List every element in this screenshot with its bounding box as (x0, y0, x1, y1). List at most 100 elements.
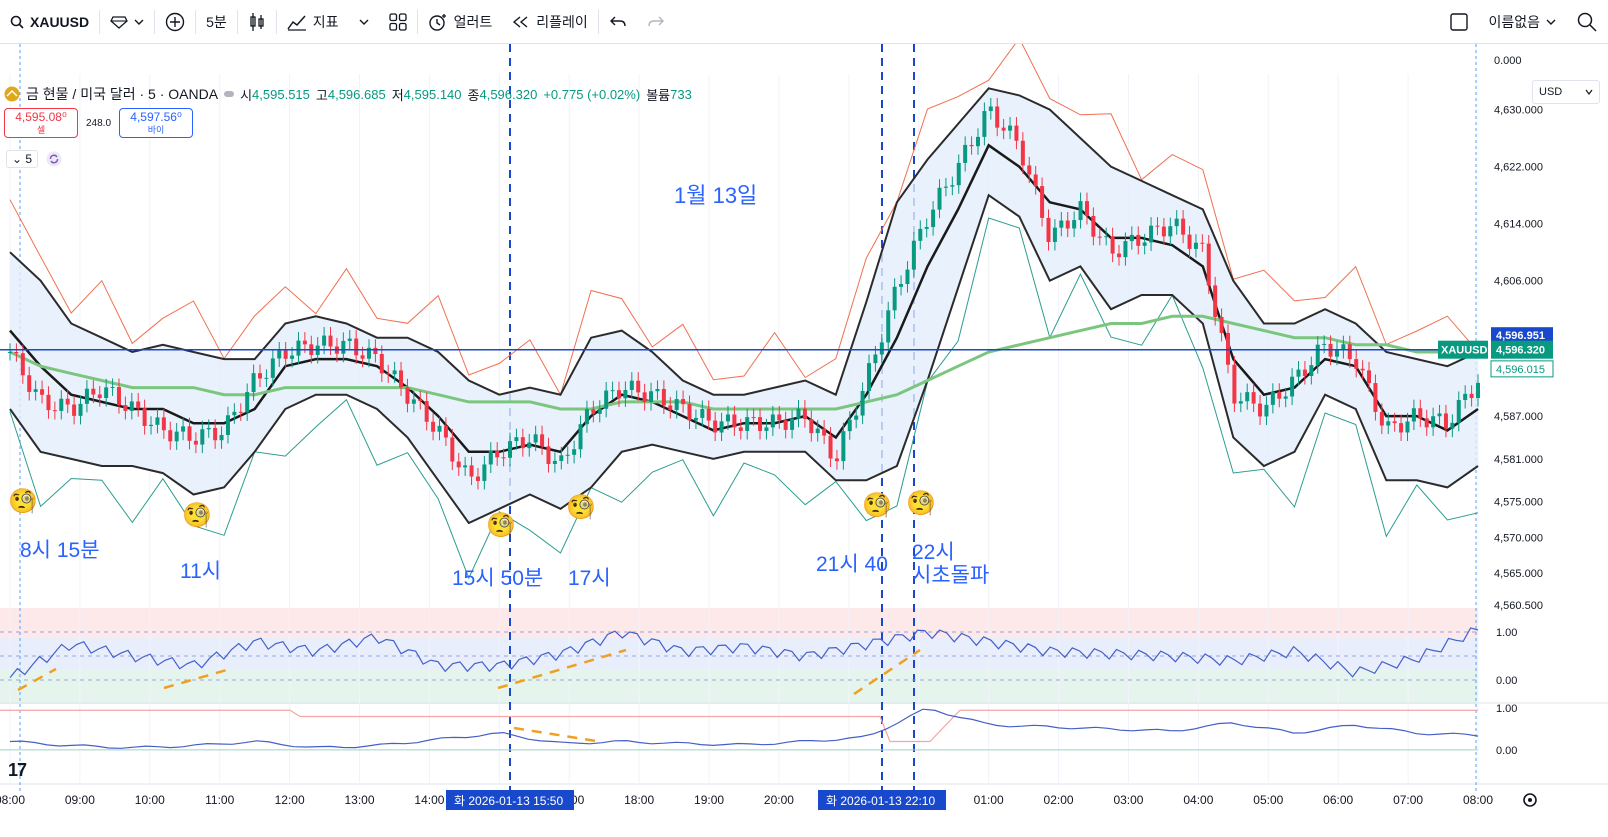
refresh-icon[interactable] (46, 151, 62, 167)
divider (597, 9, 599, 34)
alert-button[interactable]: 얼러트 (418, 0, 503, 44)
candle-body (725, 414, 730, 422)
layout-name-dropdown[interactable]: 이름없음 (1478, 0, 1566, 44)
chart-canvas[interactable]: 4,630.000 4,622.000 4,614.000 4,606.000 4,59… (0, 44, 1608, 837)
x-tick-label: 19:00 (694, 793, 724, 807)
candle-body (1367, 370, 1372, 384)
replay-button[interactable]: 리플레이 (502, 0, 598, 44)
layout-button[interactable] (379, 0, 417, 44)
y-tick-label: 0.000 (1494, 55, 1522, 67)
series-title[interactable]: 금 현물 / 미국 달러 · 5 · OANDA (26, 86, 219, 102)
candle-body (392, 370, 397, 375)
high-label: 고 (315, 87, 328, 103)
search-button[interactable] (1566, 0, 1608, 44)
magnifier-emoji-icon: 🧐 (566, 494, 596, 521)
tradingview-logo[interactable]: 17 (8, 760, 27, 780)
replay-label: 리플레이 (536, 13, 588, 30)
candle-body (879, 342, 884, 355)
rewind-icon (513, 15, 528, 28)
symbol-search[interactable]: XAUUSD (0, 0, 99, 44)
symbol-type-dropdown[interactable] (100, 0, 154, 44)
magnifier-emoji-icon: 🧐 (8, 488, 38, 515)
candle-body (508, 441, 513, 458)
candle-body (354, 338, 359, 356)
candle-body (1264, 404, 1269, 417)
time-marker-badge (818, 790, 946, 810)
candle-body (1354, 359, 1359, 369)
y-tick-label: 4,596.951 (1496, 330, 1545, 342)
chevron-down-icon (1585, 89, 1593, 95)
divider (154, 9, 156, 34)
y-tick-label: 4,570.000 (1494, 532, 1543, 544)
candle-body (1174, 218, 1179, 227)
candle-body (815, 428, 820, 434)
candle-body (1418, 408, 1423, 419)
price-badge (1491, 327, 1553, 344)
candle-body (649, 391, 654, 402)
indicators-button[interactable]: 지표 (277, 0, 349, 44)
candle-body (405, 387, 410, 404)
close-label: 종 (467, 87, 480, 103)
candle-body (1084, 201, 1089, 216)
plus-circle-icon (165, 12, 185, 31)
buy-button[interactable]: 4,597.56⁰ 바이 (119, 108, 194, 138)
chart-type-button[interactable] (238, 0, 276, 44)
y-tick-label: 4,622.000 (1494, 162, 1543, 174)
candle-body (578, 424, 583, 450)
candle-body (674, 399, 679, 410)
pane-backgrounds (0, 608, 1608, 785)
diamond-icon (110, 15, 128, 29)
x-tick-label: 01:00 (974, 793, 1004, 807)
candle-body (290, 355, 295, 359)
candle-body (1315, 344, 1320, 366)
overbought-zone (0, 608, 1478, 638)
x-tick-label: 03:00 (1113, 793, 1143, 807)
candle-body (770, 414, 775, 428)
indicator-toggle[interactable]: ⌄ 5 (6, 150, 39, 168)
candle-body (104, 387, 109, 399)
candle-body (110, 387, 115, 389)
redo-button[interactable] (637, 0, 675, 44)
sell-button[interactable]: 4,595.08⁰ 셀 (4, 108, 78, 138)
candle-body (1200, 242, 1205, 244)
divider (275, 9, 277, 34)
candle-body (860, 390, 865, 416)
candle-body (1155, 225, 1160, 227)
candle-body (213, 427, 218, 441)
candle-body (963, 144, 968, 163)
candle-body (1463, 393, 1468, 400)
candle-body (1129, 234, 1134, 242)
candle-body (572, 449, 577, 455)
candle-body (751, 417, 756, 419)
indicator-templates-dropdown[interactable] (349, 0, 379, 44)
layout-toggle-button[interactable] (1440, 0, 1478, 44)
candle-body (841, 431, 846, 462)
undo-icon (609, 16, 626, 26)
candle-body (1040, 186, 1045, 218)
compare-symbol-button[interactable] (155, 0, 195, 44)
currency-label: USD (1539, 86, 1563, 98)
interval-button[interactable]: 5분 (196, 0, 237, 44)
candle-body (1334, 350, 1339, 357)
oscillator-pane (0, 627, 1479, 696)
candle-body (366, 347, 371, 359)
search-icon (10, 15, 24, 29)
currency-dropdown[interactable]: USD (1532, 80, 1600, 104)
candle-body (1386, 421, 1391, 426)
candle-body (1476, 382, 1480, 399)
candle-body (937, 187, 942, 210)
open-value: 4,595.515 (252, 86, 310, 102)
candle-body (328, 335, 333, 347)
candle-body (200, 429, 205, 445)
indicators-icon (287, 15, 306, 31)
y-tick-label: 4,587.000 (1494, 411, 1543, 423)
undo-button[interactable] (599, 0, 637, 44)
candle-body (886, 310, 891, 343)
candle-body (136, 401, 141, 409)
y-tick-label: 4,596.015 (1496, 364, 1545, 376)
candle-body (33, 389, 38, 392)
candle-body (1104, 236, 1109, 238)
grid-layout-icon (388, 12, 407, 31)
candle-body (149, 424, 154, 427)
candle-body (238, 411, 243, 413)
